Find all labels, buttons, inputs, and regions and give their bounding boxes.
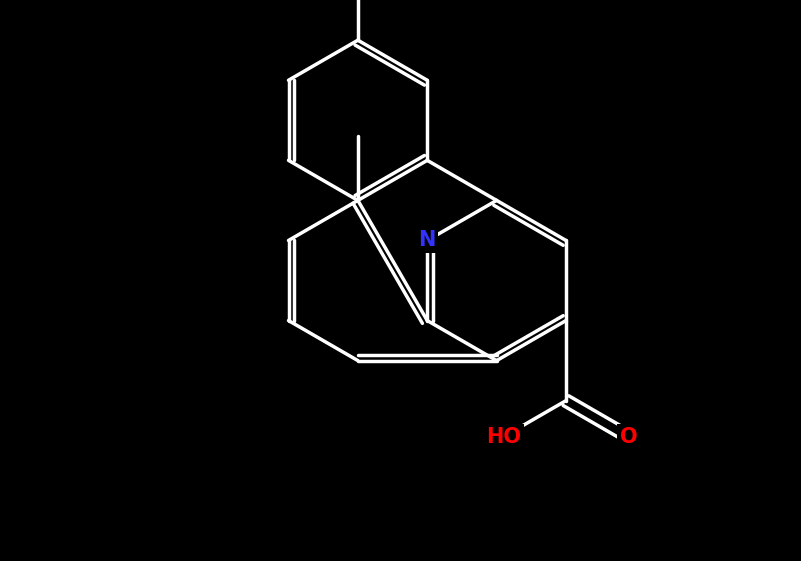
- Text: HO: HO: [486, 427, 521, 447]
- Text: N: N: [419, 231, 436, 250]
- Text: O: O: [620, 427, 638, 447]
